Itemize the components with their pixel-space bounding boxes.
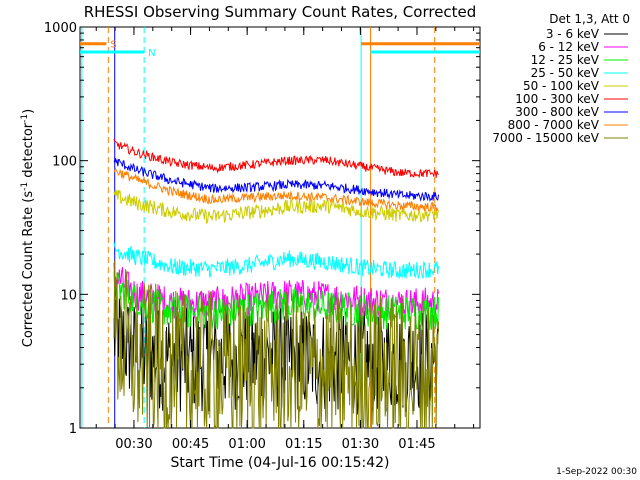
plot-frame [79, 26, 481, 429]
flag-label: S [110, 40, 116, 51]
legend-label: 100 - 300 keV [515, 92, 599, 106]
y-tick-label: 1000 [44, 21, 77, 36]
footer-date: 1-Sep-2022 00:30 [556, 467, 637, 477]
legend-label: 6 - 12 keV [538, 40, 600, 54]
legend-label: 7000 - 15000 keV [492, 131, 599, 145]
y-tick-label: 100 [52, 155, 77, 170]
legend-label: 12 - 25 keV [531, 53, 600, 67]
flag-label: N [148, 48, 155, 59]
legend-label: 800 - 7000 keV [508, 118, 600, 132]
x-tick-label: 00:30 [115, 437, 152, 452]
legend-label: 25 - 50 keV [531, 66, 600, 80]
x-axis: 00:30 00:45 01:00 01:15 01:30 01:45 [95, 27, 475, 452]
series-line [113, 189, 439, 225]
x-tick-label: 00:45 [172, 437, 209, 452]
chart-title: RHESSI Observing Summary Count Rates, Co… [84, 3, 477, 21]
y-tick-label: 1 [69, 422, 77, 437]
series-line [113, 138, 439, 179]
series-line [113, 158, 439, 203]
legend-label: 300 - 800 keV [515, 105, 599, 119]
y-axis: 1 10 100 1000 [44, 21, 480, 437]
legend-header: Det 1,3, Att 0 [549, 12, 630, 26]
y-axis-label: Corrected Count Rate (s-1 detector-1) [20, 109, 36, 347]
series-line [113, 241, 439, 279]
x-tick-label: 01:45 [398, 437, 435, 452]
x-tick-label: 01:30 [342, 437, 379, 452]
legend-label: 50 - 100 keV [523, 79, 600, 93]
x-tick-label: 01:15 [285, 437, 322, 452]
series-line [113, 260, 439, 429]
series-line [113, 271, 439, 331]
x-tick-label: 01:00 [228, 437, 265, 452]
legend-label: 3 - 6 keV [546, 27, 600, 41]
series-line [113, 167, 439, 212]
plot-marks: SN [80, 27, 480, 429]
y-tick-label: 10 [60, 288, 77, 303]
x-axis-label: Start Time (04-Jul-16 00:15:42) [170, 455, 389, 471]
